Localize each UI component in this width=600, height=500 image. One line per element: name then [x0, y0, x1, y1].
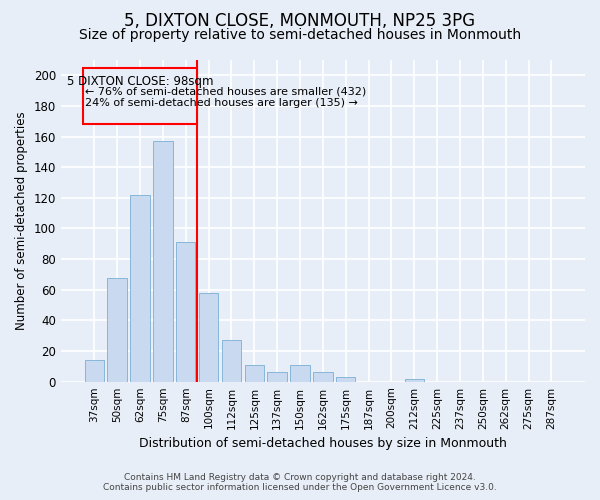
Bar: [245, 365, 264, 382]
Bar: [85, 360, 104, 382]
Y-axis label: Number of semi-detached properties: Number of semi-detached properties: [15, 112, 28, 330]
Bar: [336, 377, 355, 382]
Bar: [130, 195, 150, 382]
Text: 24% of semi-detached houses are larger (135) →: 24% of semi-detached houses are larger (…: [85, 98, 358, 108]
Text: Size of property relative to semi-detached houses in Monmouth: Size of property relative to semi-detach…: [79, 28, 521, 42]
Bar: [313, 372, 332, 382]
Text: Contains HM Land Registry data © Crown copyright and database right 2024.
Contai: Contains HM Land Registry data © Crown c…: [103, 473, 497, 492]
Text: 5 DIXTON CLOSE: 98sqm: 5 DIXTON CLOSE: 98sqm: [67, 76, 213, 88]
Bar: [222, 340, 241, 382]
Bar: [268, 372, 287, 382]
Bar: [153, 141, 173, 382]
Text: 5, DIXTON CLOSE, MONMOUTH, NP25 3PG: 5, DIXTON CLOSE, MONMOUTH, NP25 3PG: [124, 12, 476, 30]
Bar: [83, 68, 197, 124]
X-axis label: Distribution of semi-detached houses by size in Monmouth: Distribution of semi-detached houses by …: [139, 437, 507, 450]
Bar: [290, 365, 310, 382]
Text: ← 76% of semi-detached houses are smaller (432): ← 76% of semi-detached houses are smalle…: [85, 86, 367, 96]
Bar: [176, 242, 196, 382]
Bar: [199, 293, 218, 382]
Bar: [107, 278, 127, 382]
Bar: [404, 378, 424, 382]
